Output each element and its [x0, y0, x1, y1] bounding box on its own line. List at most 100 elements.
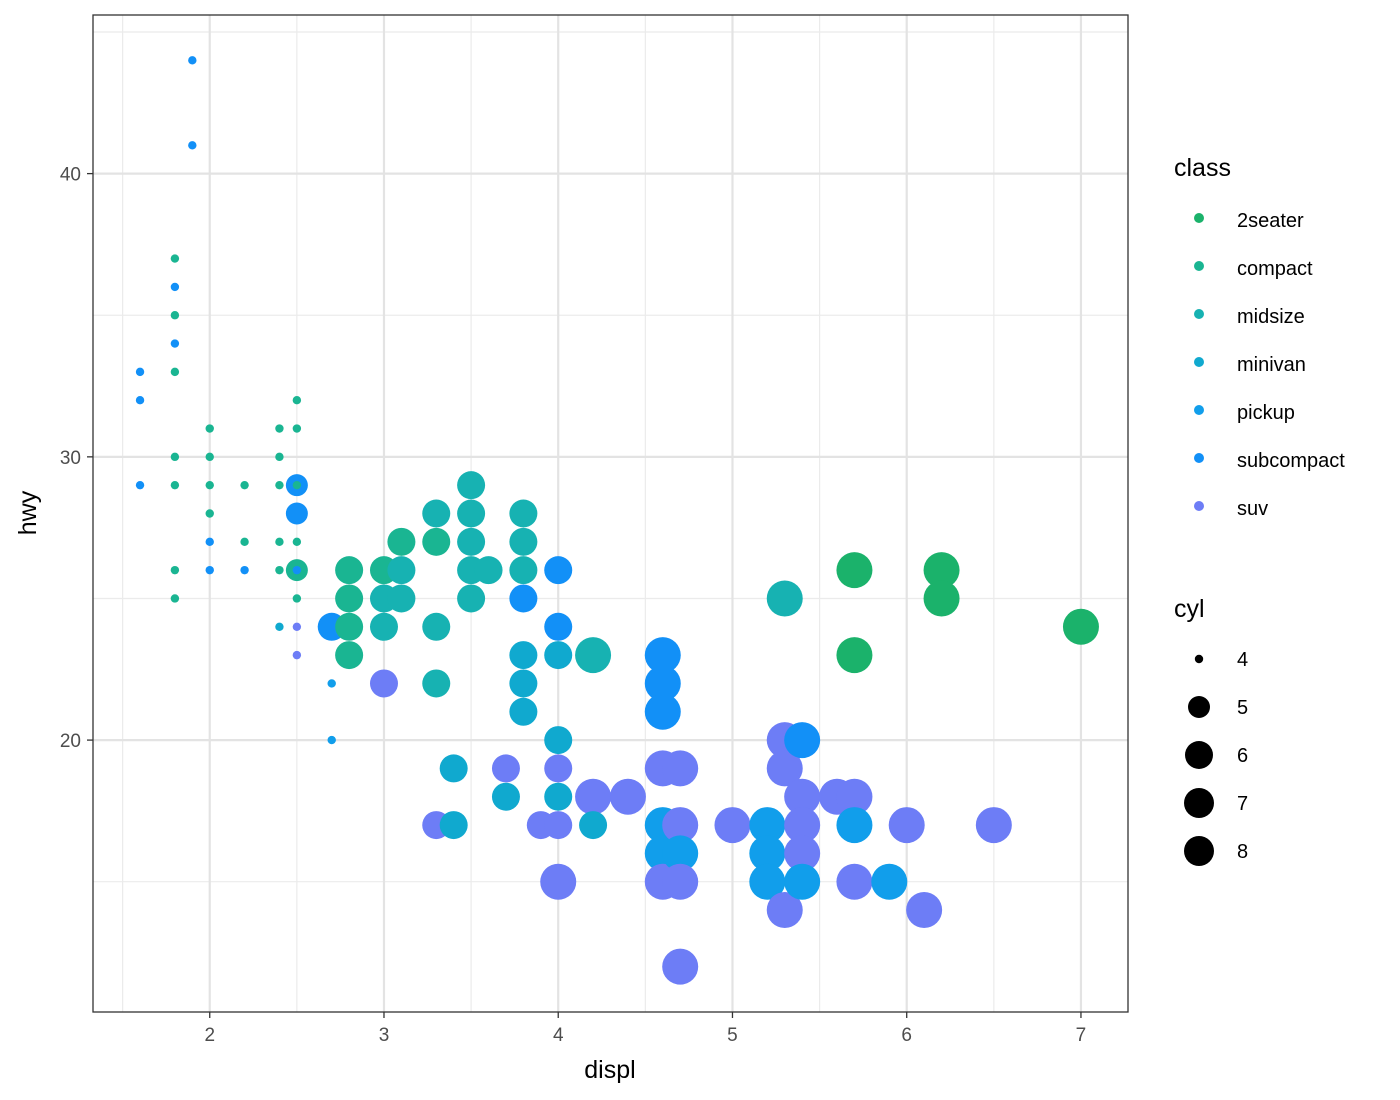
scatter-point	[784, 778, 821, 815]
scatter-point	[662, 807, 699, 844]
scatter-point	[888, 807, 925, 844]
scatter-point	[335, 612, 364, 641]
scatter-point	[292, 650, 302, 660]
class-legend-key	[1194, 501, 1204, 511]
scatter-point	[457, 527, 486, 556]
scatter-point	[491, 782, 520, 811]
scatter-point	[369, 612, 398, 641]
scatter-point	[836, 778, 873, 815]
cyl-legend-key	[1194, 654, 1204, 664]
panel-background	[93, 15, 1128, 1012]
scatter-point	[544, 612, 573, 641]
cyl-legend-key	[1188, 696, 1210, 718]
scatter-point	[544, 556, 573, 585]
scatter-point	[205, 480, 214, 490]
scatter-point	[609, 778, 646, 815]
class-legend-key	[1194, 261, 1204, 271]
scatter-point	[836, 807, 873, 844]
data-points	[135, 56, 1099, 985]
scatter-point	[275, 480, 284, 490]
scatter-point	[170, 282, 180, 292]
y-tick-label: 40	[60, 165, 81, 186]
scatter-point	[188, 56, 197, 65]
scatter-point	[170, 452, 180, 462]
x-tick-label: 4	[553, 1025, 564, 1046]
y-axis-title: hwy	[14, 490, 42, 535]
scatter-point	[662, 863, 699, 900]
cyl-legend-key	[1184, 836, 1214, 866]
scatter-point	[1062, 608, 1099, 645]
scatter-point	[439, 811, 468, 840]
scatter-point	[170, 565, 180, 575]
scatter-point	[509, 669, 538, 698]
major-gridlines	[93, 15, 1128, 1012]
scatter-point	[544, 726, 573, 755]
scatter-point	[784, 807, 821, 844]
scatter-point	[766, 580, 803, 617]
scatter-point	[240, 480, 249, 490]
scatter-point	[335, 556, 364, 585]
scatter-point	[335, 584, 364, 613]
scatter-point	[369, 669, 398, 698]
scatter-point	[170, 311, 180, 320]
scatter-point	[662, 835, 699, 872]
x-tick-label: 7	[1076, 1025, 1087, 1046]
scatter-point	[170, 594, 180, 603]
scatter-point	[135, 480, 145, 490]
scatter-point	[292, 480, 302, 490]
scatter-point	[170, 339, 180, 348]
scatter-point	[509, 527, 538, 556]
scatter-point	[292, 396, 302, 405]
scatter-point	[766, 750, 803, 787]
scatter-point	[749, 807, 786, 844]
scatter-point	[662, 750, 699, 787]
class-legend-label: pickup	[1237, 402, 1295, 424]
scatter-point	[509, 556, 538, 585]
class-legend-label: 2seater	[1237, 210, 1304, 232]
scatter-point	[327, 679, 336, 688]
scatter-point	[292, 537, 302, 547]
scatter-point	[275, 565, 284, 575]
scatter-point	[544, 754, 573, 783]
class-legend-label: minivan	[1237, 354, 1306, 376]
class-legend-label: midsize	[1237, 306, 1305, 328]
y-tick-label: 30	[60, 448, 81, 469]
scatter-point	[644, 665, 681, 702]
scatter-point	[292, 622, 302, 631]
scatter-point	[275, 452, 284, 462]
scatter-point	[923, 552, 960, 589]
scatter-point	[457, 471, 486, 500]
scatter-point	[205, 565, 214, 575]
scatter-point	[240, 537, 249, 547]
scatter-point	[205, 537, 214, 547]
class-legend-key	[1194, 309, 1204, 319]
scatter-point	[509, 499, 538, 528]
scatter-point	[275, 622, 284, 631]
scatter-point	[662, 948, 699, 985]
cyl-legend-label: 4	[1237, 649, 1248, 671]
scatter-point	[335, 641, 364, 670]
scatter-point	[544, 782, 573, 811]
scatter-point	[540, 863, 577, 900]
scatter-point	[275, 537, 284, 547]
scatter-point	[575, 778, 612, 815]
class-legend-key	[1194, 213, 1204, 223]
scatter-point	[422, 499, 451, 528]
panel-border	[92, 14, 1129, 1013]
x-tick-label: 2	[204, 1025, 215, 1046]
x-tick-label: 3	[379, 1025, 390, 1046]
cyl-legend-key	[1184, 788, 1214, 818]
class-legend-label: compact	[1237, 258, 1313, 280]
scatter-point	[784, 863, 821, 900]
scatter-point	[240, 565, 249, 575]
scatter-point	[135, 367, 145, 377]
class-legend-title: class	[1174, 154, 1231, 182]
class-legend-key	[1194, 453, 1204, 463]
scatter-point	[836, 552, 873, 589]
cyl-legend-key	[1185, 741, 1213, 769]
scatter-point	[871, 863, 908, 900]
scatter-point	[491, 754, 520, 783]
cyl-legend: cyl 4 5 6 7 8	[1174, 595, 1248, 866]
scatter-point	[923, 580, 960, 617]
minor-gridlines	[93, 15, 1128, 1012]
